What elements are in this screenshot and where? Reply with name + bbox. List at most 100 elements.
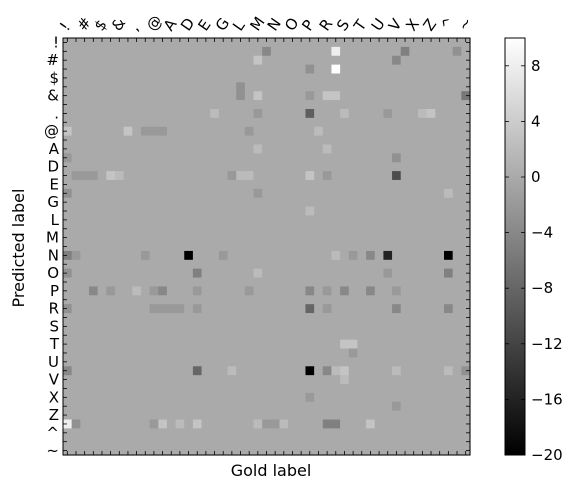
heatmap-cell [166, 339, 177, 350]
heatmap-cell [106, 410, 116, 421]
heatmap-cell [452, 286, 462, 296]
heatmap-cell [192, 277, 203, 288]
heatmap-cell [418, 419, 428, 429]
x-tick-label: T [350, 16, 371, 35]
heatmap-cell [279, 197, 289, 208]
heatmap-cell [314, 197, 324, 208]
heatmap-cell [236, 171, 246, 181]
axis-ticks [63, 38, 470, 455]
heatmap-cell [244, 428, 255, 438]
heatmap-cell [383, 171, 393, 181]
heatmap-cell [418, 410, 428, 421]
heatmap-cell [426, 321, 436, 332]
heatmap-cell [452, 179, 462, 190]
heatmap-cell [97, 446, 107, 456]
heatmap-cell [184, 233, 194, 243]
heatmap-cell [452, 197, 462, 208]
heatmap-cell [296, 233, 307, 243]
heatmap-cell [132, 108, 142, 119]
heatmap-cell [400, 206, 410, 217]
heatmap-cell [88, 366, 99, 376]
heatmap-cell [244, 437, 255, 447]
heatmap-cell [374, 215, 384, 225]
heatmap-cell [357, 348, 367, 358]
colorbar [504, 37, 526, 456]
heatmap-cell [322, 64, 333, 75]
heatmap-cell [63, 437, 73, 447]
x-tick-label: $ [91, 16, 111, 34]
heatmap-cell [418, 242, 428, 252]
heatmap-cell [331, 135, 341, 146]
heatmap-cell [392, 304, 402, 314]
heatmap-cell [296, 117, 307, 128]
heatmap-cell [340, 188, 350, 199]
heatmap-cell [158, 224, 168, 234]
heatmap-cell [279, 304, 289, 314]
heatmap-cell [123, 224, 133, 234]
heatmap-cell [374, 410, 384, 421]
heatmap-cell [218, 153, 229, 163]
heatmap-cell [331, 73, 341, 83]
heatmap-cell [236, 224, 246, 234]
heatmap-cell [435, 224, 445, 234]
heatmap-cell [140, 135, 151, 146]
heatmap-cell [218, 401, 229, 412]
heatmap-cell [184, 268, 194, 279]
heatmap-cell [400, 55, 410, 66]
x-tick-label: E [194, 16, 214, 34]
heatmap-cell [288, 268, 298, 279]
heatmap-cell [218, 55, 229, 66]
heatmap-cell [253, 392, 263, 403]
heatmap-cell [88, 401, 99, 412]
heatmap-cell [340, 135, 350, 146]
heatmap-cell [192, 330, 203, 341]
heatmap-cell [218, 224, 229, 234]
heatmap-cell [97, 357, 107, 367]
heatmap-cell [357, 73, 367, 83]
heatmap-cell [340, 295, 350, 305]
heatmap-cell [244, 55, 255, 66]
heatmap-cell [461, 295, 471, 305]
heatmap-cell [63, 117, 73, 128]
heatmap-cell [149, 215, 159, 225]
heatmap-cell [88, 162, 99, 172]
heatmap-cell [357, 259, 367, 270]
heatmap-cell [426, 242, 436, 252]
heatmap-cell [366, 384, 376, 394]
heatmap-cell [374, 64, 384, 75]
heatmap-cell [357, 384, 367, 394]
heatmap-cell [140, 339, 151, 350]
heatmap-cell [149, 64, 159, 75]
heatmap-cell [201, 428, 211, 438]
heatmap-cell [400, 38, 410, 48]
heatmap-cell [296, 348, 307, 358]
heatmap-cell [400, 304, 410, 314]
heatmap-cell [357, 277, 367, 288]
heatmap-cell [140, 197, 151, 208]
heatmap-cell [97, 366, 107, 376]
heatmap-cell [270, 179, 281, 190]
heatmap-cell [262, 224, 272, 234]
heatmap-cell [244, 295, 255, 305]
heatmap-cell [80, 366, 90, 376]
heatmap-cell [366, 357, 376, 367]
heatmap-cell [88, 55, 99, 66]
heatmap-cell [452, 366, 462, 376]
heatmap-cell [435, 392, 445, 403]
heatmap-cell [184, 339, 194, 350]
heatmap-cell [80, 64, 90, 75]
heatmap-cell [331, 91, 341, 101]
heatmap-cell [253, 197, 263, 208]
y-tick-label: E [50, 175, 59, 193]
y-tick-label: & [47, 87, 59, 105]
heatmap-cell [314, 188, 324, 199]
heatmap-cell [253, 215, 263, 225]
heatmap-cell [201, 375, 211, 385]
heatmap-cell [63, 126, 73, 137]
heatmap-cell [461, 188, 471, 199]
heatmap-cell [218, 384, 229, 394]
heatmap-cell [279, 55, 289, 66]
heatmap-cell [409, 348, 419, 358]
heatmap-cell [383, 286, 393, 296]
heatmap-cell [184, 357, 194, 367]
